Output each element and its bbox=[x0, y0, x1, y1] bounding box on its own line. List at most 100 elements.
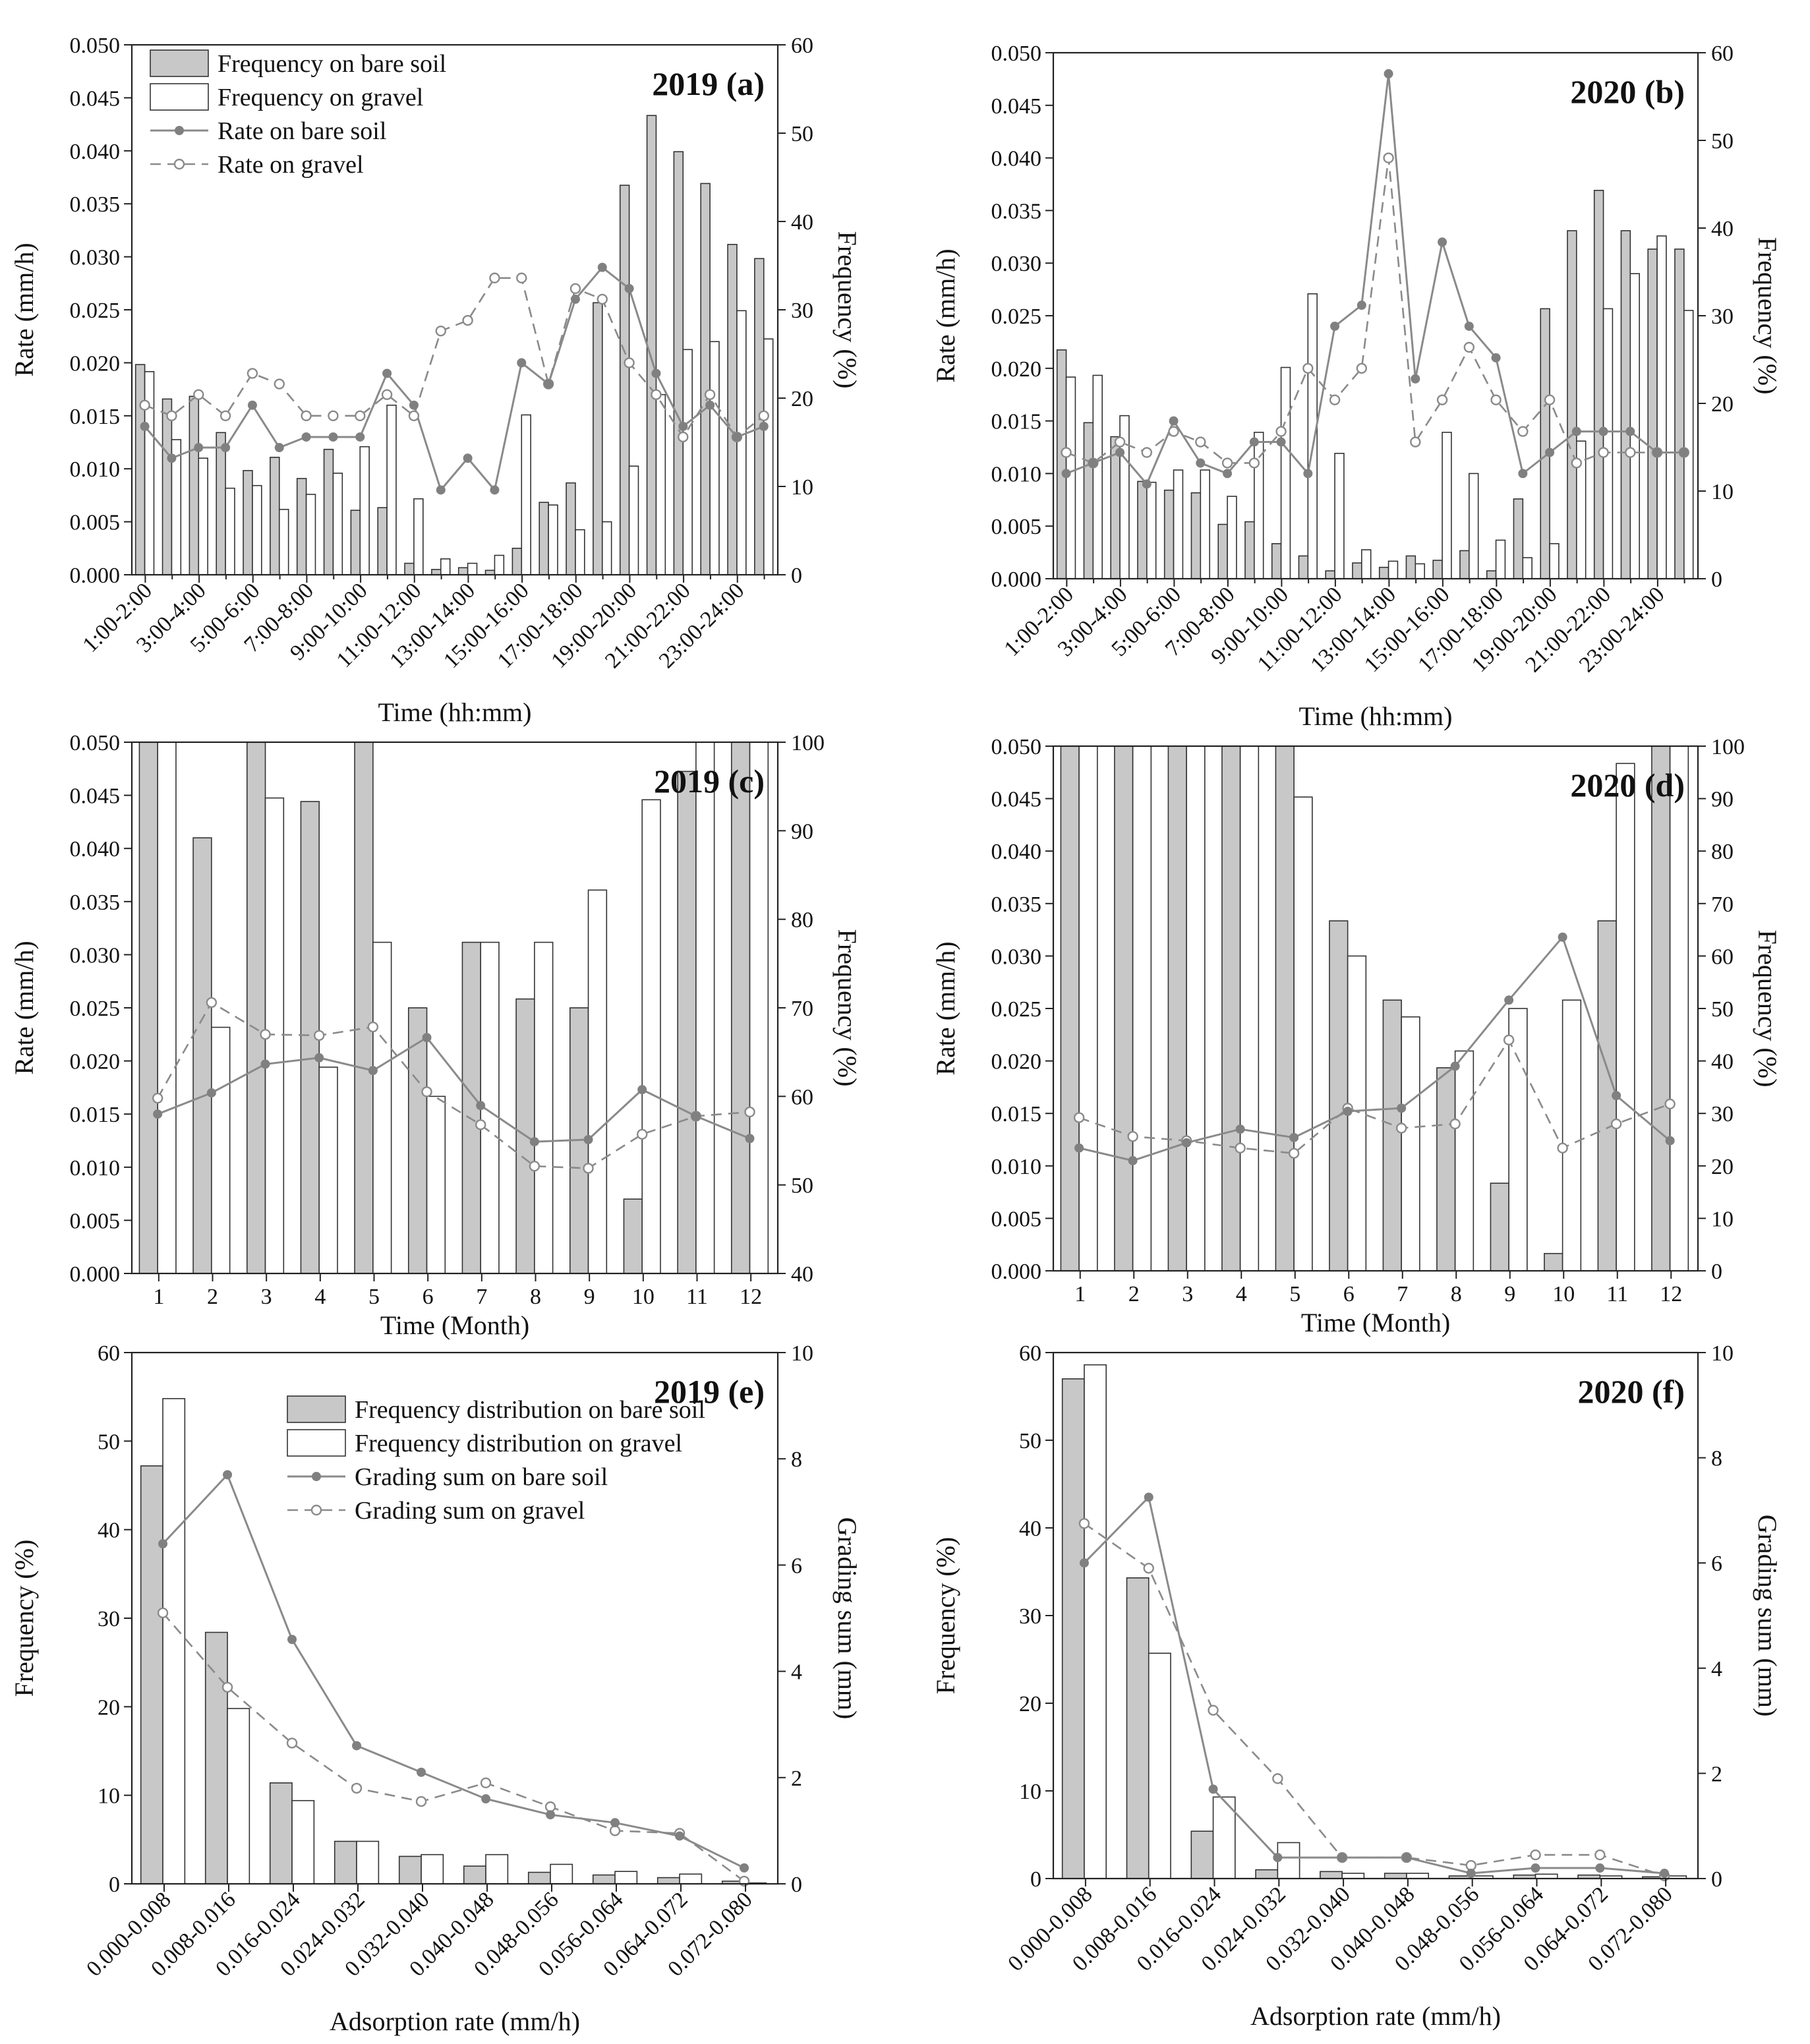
bar-bare-soil bbox=[1061, 1378, 1085, 1879]
point-gravel bbox=[1517, 426, 1529, 437]
point-bare-soil bbox=[417, 1767, 426, 1777]
point-gravel bbox=[1073, 1112, 1085, 1123]
x-tick-label: 7 bbox=[1397, 1282, 1408, 1306]
bar-bare-soil bbox=[1126, 1577, 1150, 1879]
point-gravel bbox=[381, 389, 393, 400]
point-bare-soil bbox=[1401, 1853, 1411, 1863]
x-tick-label: 8 bbox=[1451, 1282, 1462, 1306]
bar-gravel bbox=[225, 487, 235, 575]
point-gravel bbox=[758, 410, 769, 421]
point-bare-soil bbox=[1612, 1091, 1621, 1101]
legend-label: Grading sum on gravel bbox=[355, 1497, 585, 1525]
point-bare-soil bbox=[1088, 458, 1098, 468]
point-gravel bbox=[1449, 1118, 1461, 1130]
right-tick-label: 60 bbox=[791, 34, 813, 58]
bar-gravel bbox=[1132, 746, 1152, 1271]
legend: Frequency on bare soil Frequency on grave… bbox=[150, 49, 446, 179]
left-tick-label: 0.010 bbox=[991, 462, 1042, 486]
point-gravel bbox=[1208, 1705, 1219, 1716]
bar-bare-soil bbox=[1486, 570, 1497, 579]
point-gravel bbox=[1143, 1562, 1154, 1574]
left-tick-label: 0 bbox=[1030, 1867, 1041, 1892]
point-gravel bbox=[1436, 394, 1448, 405]
bar-gravel bbox=[494, 554, 505, 575]
point-bare-soil bbox=[546, 1810, 556, 1820]
bar-gravel bbox=[421, 1854, 444, 1884]
bar-gravel bbox=[386, 404, 397, 575]
point-gravel bbox=[597, 293, 608, 305]
bar-gravel bbox=[1508, 1008, 1528, 1271]
bar-gravel bbox=[1495, 539, 1506, 579]
bar-bare-soil bbox=[1190, 1830, 1214, 1879]
point-bare-soil bbox=[1464, 321, 1474, 331]
x-tick-label: 4 bbox=[1236, 1282, 1247, 1306]
left-tick-label: 0.020 bbox=[991, 1050, 1042, 1074]
bar-gravel bbox=[1616, 763, 1635, 1271]
left-tick-label: 30 bbox=[1019, 1604, 1041, 1629]
right-tick-label: 50 bbox=[791, 1174, 813, 1198]
point-bare-soil bbox=[705, 400, 715, 410]
point-gravel bbox=[624, 357, 635, 368]
y-axis-label-left: Rate (mm/h) bbox=[931, 941, 960, 1075]
bars bbox=[1060, 746, 1689, 1271]
point-gravel bbox=[1114, 436, 1126, 448]
right-tick-label: 100 bbox=[1711, 735, 1745, 759]
point-bare-soil bbox=[637, 1085, 647, 1095]
point-bare-soil bbox=[1595, 1863, 1605, 1873]
right-tick-label: 0 bbox=[1711, 568, 1722, 592]
point-bare-soil bbox=[675, 1831, 685, 1841]
point-gravel bbox=[1195, 436, 1206, 448]
right-tick-label: 100 bbox=[791, 731, 825, 755]
left-tick-label: 0.020 bbox=[991, 357, 1042, 382]
point-gravel bbox=[274, 378, 285, 390]
left-tick-label: 0.010 bbox=[991, 1155, 1042, 1179]
right-tick-label: 60 bbox=[1711, 945, 1734, 969]
point-gravel bbox=[489, 272, 500, 283]
point-gravel bbox=[529, 1160, 540, 1172]
bar-bare-soil bbox=[730, 742, 751, 1273]
bar-bare-soil bbox=[161, 398, 173, 575]
bar-gravel bbox=[587, 889, 608, 1273]
bar-bare-soil bbox=[354, 742, 374, 1273]
point-gravel bbox=[1530, 1849, 1541, 1861]
bar-gravel bbox=[1212, 1796, 1236, 1879]
point-gravel bbox=[1275, 426, 1287, 437]
x-tick-label: 10 bbox=[632, 1285, 655, 1309]
left-tick-label: 0.005 bbox=[991, 515, 1042, 539]
left-tick-label: 0.015 bbox=[70, 1103, 121, 1127]
left-tick-label: 20 bbox=[98, 1695, 120, 1720]
legend-swatch-gravel bbox=[287, 1429, 346, 1457]
point-gravel bbox=[247, 368, 258, 379]
bar-bare-soil bbox=[1114, 746, 1134, 1271]
bar-bare-soil bbox=[1190, 492, 1202, 579]
left-tick-label: 0.025 bbox=[70, 299, 121, 323]
bars bbox=[1061, 1364, 1687, 1879]
point-bare-soil bbox=[529, 1137, 539, 1147]
bar-gravel bbox=[332, 473, 343, 575]
left-tick-label: 0.005 bbox=[70, 511, 121, 535]
point-bare-soil bbox=[678, 421, 688, 431]
panel-title: 2019 (c) bbox=[654, 763, 765, 800]
bar-bare-soil bbox=[138, 742, 159, 1273]
bar-bare-soil bbox=[1405, 555, 1416, 579]
legend-swatch-bare-soil bbox=[287, 1395, 346, 1423]
point-bare-soil bbox=[352, 1741, 362, 1751]
point-gravel bbox=[421, 1086, 432, 1097]
y-axis-label-left: Rate (mm/h) bbox=[9, 243, 39, 376]
point-bare-soil bbox=[206, 1088, 216, 1097]
x-tick-label: 2 bbox=[207, 1285, 218, 1309]
line-bare-soil bbox=[161, 1473, 745, 1869]
bar-bare-soil bbox=[216, 432, 226, 575]
point-bare-soil bbox=[1450, 1061, 1460, 1071]
right-tick-label: 0 bbox=[1711, 1867, 1722, 1892]
right-tick-label: 6 bbox=[1711, 1552, 1722, 1576]
right-tick-label: 80 bbox=[1711, 840, 1734, 864]
right-tick-label: 30 bbox=[1711, 305, 1734, 329]
bar-gravel bbox=[550, 1863, 573, 1884]
point-gravel bbox=[1465, 1859, 1476, 1871]
left-tick-label: 20 bbox=[1019, 1692, 1041, 1716]
bar-bare-soil bbox=[623, 1198, 643, 1273]
bar-gravel bbox=[1146, 481, 1157, 579]
bar-gravel bbox=[291, 1799, 315, 1884]
